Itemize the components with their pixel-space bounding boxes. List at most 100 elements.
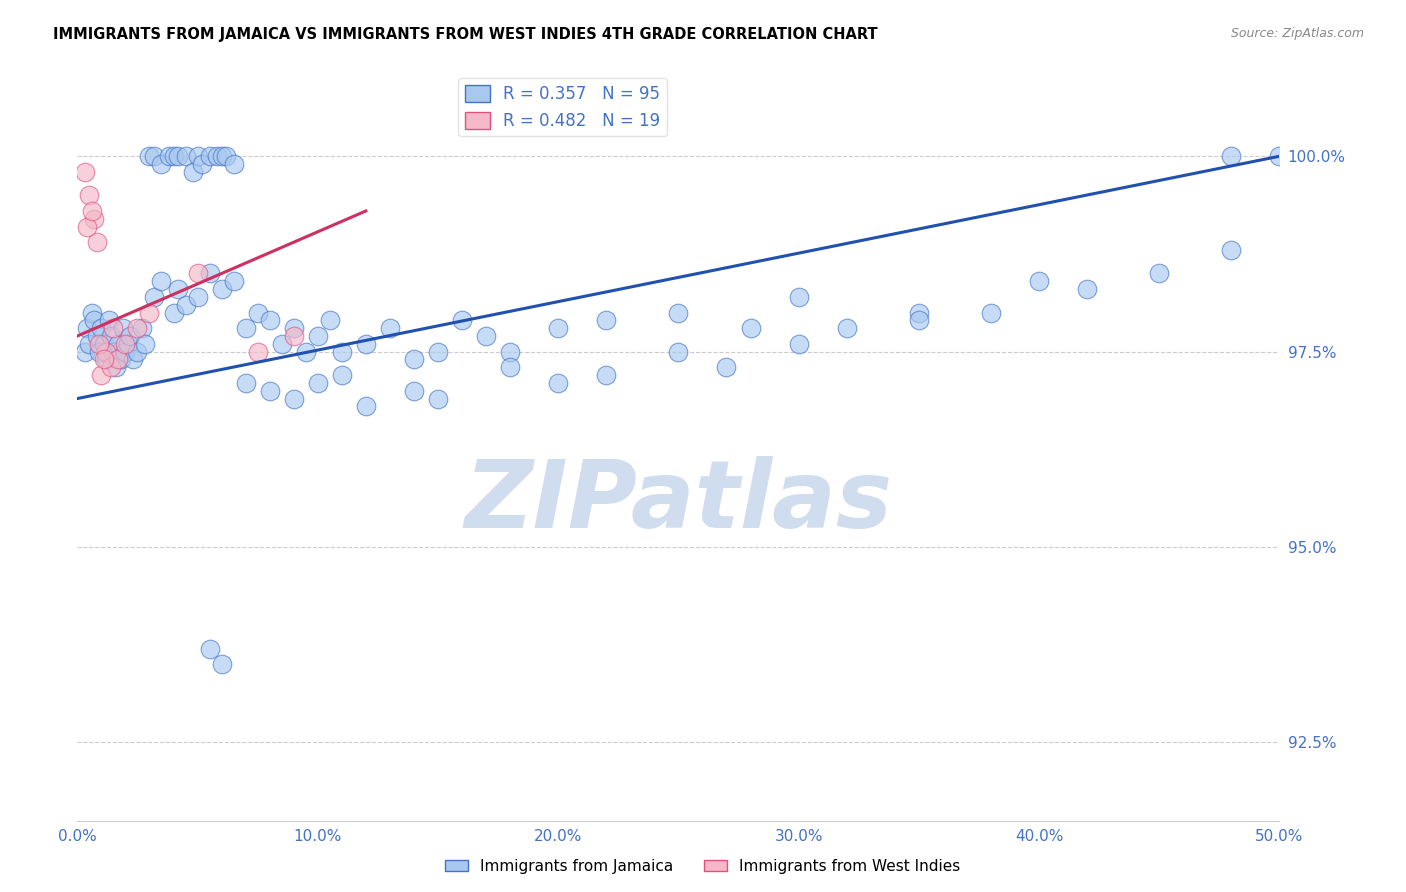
Point [259,313,281,327]
Point [83,313,105,327]
Point [283,321,305,335]
Point [114,344,136,359]
Point [104,360,127,375]
Point [499,344,522,359]
Point [354,400,377,414]
Point [97,313,120,327]
Point [215,149,238,163]
Point [319,313,342,327]
Point [547,376,569,390]
Point [668,344,690,359]
Point [787,336,810,351]
Point [740,321,762,335]
Point [330,368,353,383]
Point [103,344,125,359]
Point [80,203,103,218]
Point [93,336,115,351]
Point [79,336,101,351]
Point [283,329,305,343]
Point [90,321,112,335]
Point [110,352,132,367]
Point [1220,243,1243,257]
Point [143,149,166,163]
Point [475,329,498,343]
Point [150,157,173,171]
Point [402,352,425,367]
Point [211,282,233,296]
Point [908,305,931,319]
Point [86,235,108,250]
Point [205,149,228,163]
Point [211,657,233,672]
Point [595,368,617,383]
Point [73,344,96,359]
Point [595,313,617,327]
Point [93,352,115,367]
Point [83,211,105,226]
Point [198,267,221,281]
Point [668,305,690,319]
Point [90,368,112,383]
Point [73,165,96,179]
Point [222,157,245,171]
Point [908,313,931,327]
Point [117,336,139,351]
Point [107,352,129,367]
Point [499,360,522,375]
Point [307,376,329,390]
Point [1149,267,1171,281]
Point [451,313,474,327]
Point [114,336,136,351]
Point [157,149,180,163]
Point [186,149,209,163]
Point [259,384,281,398]
Point [402,384,425,398]
Point [181,165,204,179]
Point [378,321,401,335]
Point [980,305,1002,319]
Point [76,321,98,335]
Point [1268,149,1291,163]
Point [211,149,233,163]
Point [131,321,153,335]
Point [138,305,160,319]
Point [1076,282,1098,296]
Point [79,188,101,202]
Point [835,321,858,335]
Point [246,305,269,319]
Point [1220,149,1243,163]
Point [716,360,738,375]
Point [246,344,269,359]
Point [87,344,110,359]
Point [111,321,134,335]
Point [162,149,184,163]
Point [174,298,197,312]
Point [787,290,810,304]
Point [138,149,160,163]
Point [100,360,122,375]
Text: Source: ZipAtlas.com: Source: ZipAtlas.com [1230,27,1364,40]
Point [427,392,450,406]
Point [86,329,108,343]
Point [235,321,257,335]
Point [1028,274,1050,288]
Point [150,274,173,288]
Point [167,149,190,163]
Point [191,157,214,171]
Point [235,376,257,390]
Legend: R = 0.357   N = 95, R = 0.482   N = 19: R = 0.357 N = 95, R = 0.482 N = 19 [458,78,666,136]
Point [96,352,118,367]
Point [167,282,190,296]
Point [354,336,377,351]
Point [283,392,305,406]
Legend: Immigrants from Jamaica, Immigrants from West Indies: Immigrants from Jamaica, Immigrants from… [439,853,967,880]
Point [198,641,221,656]
Point [100,329,122,343]
Point [427,344,450,359]
Point [307,329,329,343]
Point [547,321,569,335]
Point [121,352,143,367]
Point [127,344,149,359]
Point [174,149,197,163]
Text: IMMIGRANTS FROM JAMAICA VS IMMIGRANTS FROM WEST INDIES 4TH GRADE CORRELATION CHA: IMMIGRANTS FROM JAMAICA VS IMMIGRANTS FR… [53,27,879,42]
